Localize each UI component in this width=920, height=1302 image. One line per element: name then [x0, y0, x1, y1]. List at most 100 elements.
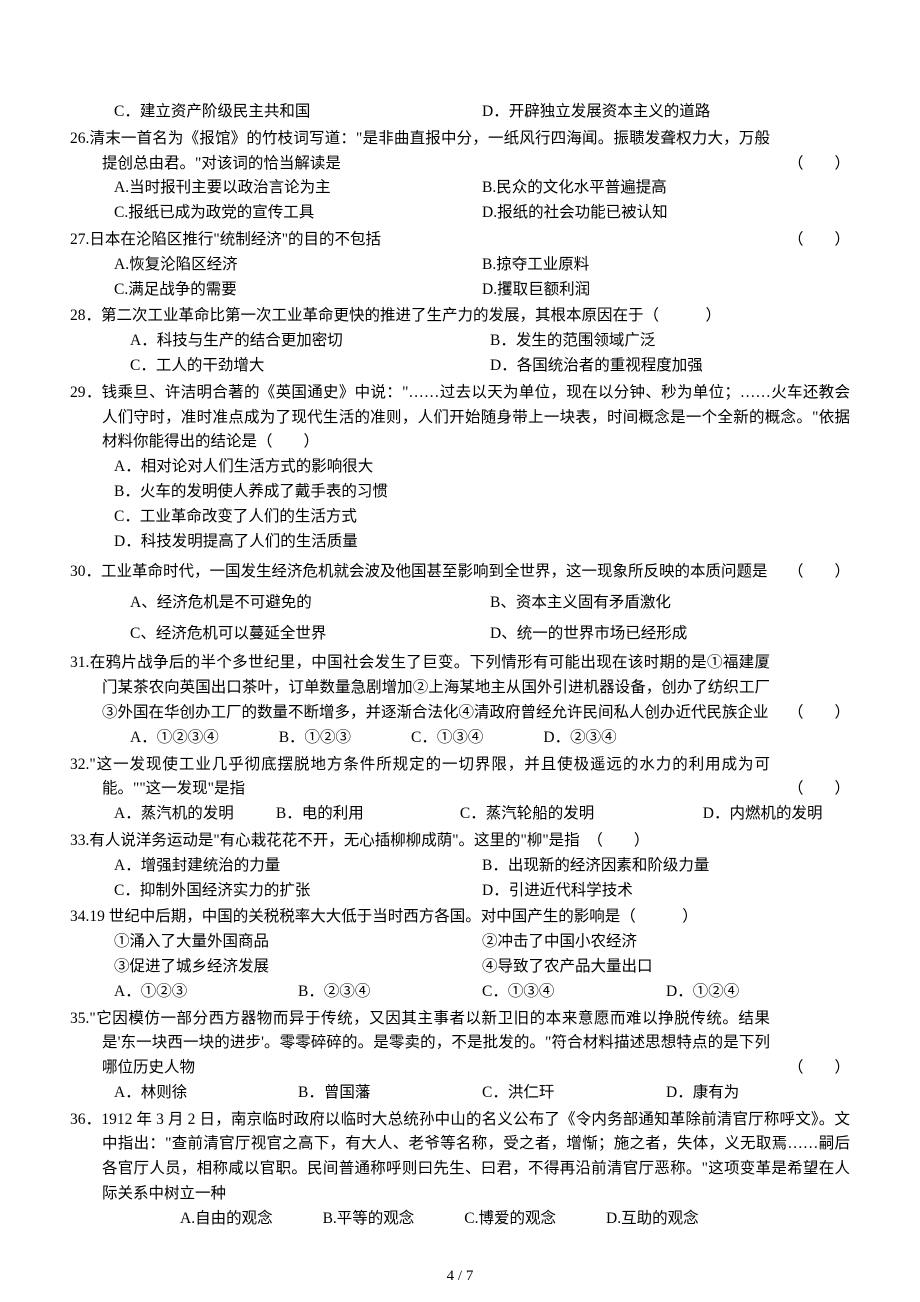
stem-text: 29．钱乘旦、许洁明合著的《英国通史》中说："……过去以天为单位，现在以分钟、秒…: [70, 384, 850, 451]
option-d: D．科技发明提高了人们的生活质量: [70, 530, 850, 555]
answer-blank: （ ）: [820, 1056, 850, 1081]
statement-2: ②冲击了中国小农经济: [482, 930, 850, 955]
question-33: 33.有人说洋务运动是"有心栽花花不开，无心插柳柳成荫"。这里的"柳"是指 （ …: [70, 829, 850, 903]
option-a: A．蒸汽机的发明: [114, 802, 276, 827]
question-34: 34.19 世纪中后期，中国的关税税率大大低于当时西方各国。对中国产生的影响是（…: [70, 905, 850, 1004]
question-28: 28．第二次工业革命比第一次工业革命更快的推进了生产力的发展，其根本原因在于（ …: [70, 304, 850, 378]
question-36: 36．1912 年 3 月 2 日，南京临时政府以临时大总统孙中山的名义公布了《…: [70, 1108, 850, 1232]
option-b: B、资本主义固有矛盾激化: [490, 587, 850, 618]
option-row: A.自由的观念 B.平等的观念 C.博爱的观念 D.互助的观念: [70, 1207, 850, 1232]
answer-blank: （ ）: [820, 701, 850, 726]
option-a: A.当时报刊主要以政治言论为主: [114, 176, 482, 201]
option-d: D．内燃机的发明: [703, 802, 850, 827]
question-stem: 29．钱乘旦、许洁明合著的《英国通史》中说："……过去以天为单位，现在以分钟、秒…: [70, 381, 850, 455]
option-d: D．开辟独立发展资本主义的道路: [482, 100, 850, 125]
stem-text: 36．1912 年 3 月 2 日，南京临时政府以临时大总统孙中山的名义公布了《…: [70, 1111, 850, 1202]
option-row: A．增强封建统治的力量 B．出现新的经济因素和阶级力量: [70, 854, 850, 879]
stem-text: 31.在鸦片战争后的半个多世纪里，中国社会发生了巨变。下列情形有可能出现在该时期…: [70, 654, 770, 721]
statement-4: ④导致了农产品大量出口: [482, 955, 850, 980]
statement-1: ①涌入了大量外国商品: [114, 930, 482, 955]
page-number: 4 / 7: [0, 1264, 920, 1288]
question-25-options: C．建立资产阶级民主共和国 D．开辟独立发展资本主义的道路: [70, 100, 850, 125]
statement-3: ③促进了城乡经济发展: [114, 955, 482, 980]
option-row: A．科技与生产的结合更加密切 B．发生的范围领域广泛: [70, 329, 850, 354]
question-stem: 36．1912 年 3 月 2 日，南京临时政府以临时大总统孙中山的名义公布了《…: [70, 1108, 850, 1207]
option-row: C.满足战争的需要 D.攫取巨额利润: [70, 278, 850, 303]
option-d: D.攫取巨额利润: [482, 278, 850, 303]
option-a: A．①②③: [114, 980, 298, 1005]
option-c: C．抑制外国经济实力的扩张: [114, 879, 482, 904]
question-stem: 33.有人说洋务运动是"有心栽花花不开，无心插柳柳成荫"。这里的"柳"是指 （ …: [70, 829, 850, 854]
option-c: C．洪仁玕: [482, 1081, 666, 1106]
option-row: C．工人的干劲增大 D．各国统治者的重视程度加强: [70, 354, 850, 379]
question-31: 31.在鸦片战争后的半个多世纪里，中国社会发生了巨变。下列情形有可能出现在该时期…: [70, 651, 850, 750]
question-stem: 26.清末一首名为《报馆》的竹枝词写道："是非曲直报中分，一纸风行四海闻。振聩发…: [70, 127, 850, 177]
stem-text: 26.清末一首名为《报馆》的竹枝词写道："是非曲直报中分，一纸风行四海闻。振聩发…: [70, 130, 770, 172]
stem-text: 33.有人说洋务运动是"有心栽花花不开，无心插柳柳成荫"。这里的"柳"是指 （ …: [70, 832, 649, 849]
option-b: B.平等的观念: [323, 1207, 415, 1232]
option-row: A.恢复沦陷区经济 B.掠夺工业原料: [70, 253, 850, 278]
question-stem: 27.日本在沦陷区推行"统制经济"的目的不包括 （ ）: [70, 228, 850, 253]
stem-text: 32."这一发现使工业几乎彻底摆脱地方条件所规定的一切界限，并且使极遥远的水力的…: [70, 756, 770, 798]
question-27: 27.日本在沦陷区推行"统制经济"的目的不包括 （ ） A.恢复沦陷区经济 B.…: [70, 228, 850, 302]
option-row: A．①②③ B．②③④ C．①③④ D．①②④: [70, 980, 850, 1005]
option-c: C.博爱的观念: [464, 1207, 556, 1232]
option-d: D．②③④: [543, 726, 616, 751]
option-b: B．发生的范围领域广泛: [490, 329, 850, 354]
option-c: C．①③④: [411, 726, 483, 751]
option-row: A．林则徐 B．曾国藩 C．洪仁玕 D．康有为: [70, 1081, 850, 1106]
option-b: B．火车的发明使人养成了戴手表的习惯: [70, 480, 850, 505]
option-row: A、经济危机是不可避免的 B、资本主义固有矛盾激化 C、经济危机可以蔓延全世界 …: [70, 587, 850, 649]
option-row: A.当时报刊主要以政治言论为主 B.民众的文化水平普遍提高: [70, 176, 850, 201]
answer-blank: （ ）: [820, 556, 850, 587]
question-35: 35."它因模仿一部分西方器物而异于传统，又因其主事者以新卫旧的本来意愿而难以挣…: [70, 1007, 850, 1106]
stem-text: 34.19 世纪中后期，中国的关税税率大大低于当时西方各国。对中国产生的影响是（…: [70, 908, 698, 925]
option-c: C.满足战争的需要: [114, 278, 482, 303]
option-a: A、经济危机是不可避免的: [130, 587, 490, 618]
option-row: A．蒸汽机的发明 B．电的利用 C．蒸汽轮船的发明 D．内燃机的发明: [70, 802, 850, 827]
question-30: 30．工业革命时代，一国发生经济危机就会波及他国甚至影响到全世界，这一现象所反映…: [70, 556, 850, 649]
option-a: A．①②③④: [130, 726, 219, 751]
question-32: 32."这一发现使工业几乎彻底摆脱地方条件所规定的一切界限，并且使极遥远的水力的…: [70, 753, 850, 827]
option-b: B.民众的文化水平普遍提高: [482, 176, 850, 201]
option-row: C．建立资产阶级民主共和国 D．开辟独立发展资本主义的道路: [70, 100, 850, 125]
question-stem: 30．工业革命时代，一国发生经济危机就会波及他国甚至影响到全世界，这一现象所反映…: [70, 556, 850, 587]
question-29: 29．钱乘旦、许洁明合著的《英国通史》中说："……过去以天为单位，现在以分钟、秒…: [70, 381, 850, 555]
option-d: D.报纸的社会功能已被认知: [482, 201, 850, 226]
option-b: B．电的利用: [276, 802, 460, 827]
question-stem: 32."这一发现使工业几乎彻底摆脱地方条件所规定的一切界限，并且使极遥远的水力的…: [70, 753, 850, 803]
stem-text: 28．第二次工业革命比第一次工业革命更快的推进了生产力的发展，其根本原因在于（ …: [70, 307, 721, 324]
option-b: B．②③④: [298, 980, 482, 1005]
option-c: C．蒸汽轮船的发明: [460, 802, 703, 827]
exam-page: C．建立资产阶级民主共和国 D．开辟独立发展资本主义的道路 26.清末一首名为《…: [0, 0, 920, 1302]
option-b: B.掠夺工业原料: [482, 253, 850, 278]
statement-row: ①涌入了大量外国商品 ②冲击了中国小农经济: [70, 930, 850, 955]
option-a: A．相对论对人们生活方式的影响很大: [70, 455, 850, 480]
option-a: A．增强封建统治的力量: [114, 854, 482, 879]
option-a: A．林则徐: [114, 1081, 298, 1106]
answer-blank: （ ）: [820, 152, 850, 177]
stem-text: 27.日本在沦陷区推行"统制经济"的目的不包括: [70, 231, 381, 248]
option-d: D．①②④: [666, 980, 850, 1005]
option-a: A．科技与生产的结合更加密切: [130, 329, 490, 354]
option-c: C．建立资产阶级民主共和国: [114, 100, 482, 125]
question-stem: 28．第二次工业革命比第一次工业革命更快的推进了生产力的发展，其根本原因在于（ …: [70, 304, 850, 329]
option-row: C．抑制外国经济实力的扩张 D．引进近代科学技术: [70, 879, 850, 904]
option-d: D.互助的观念: [606, 1207, 699, 1232]
option-d: D．康有为: [666, 1081, 850, 1106]
question-stem: 31.在鸦片战争后的半个多世纪里，中国社会发生了巨变。下列情形有可能出现在该时期…: [70, 651, 850, 725]
answer-blank: （ ）: [820, 777, 850, 802]
option-c: C、经济危机可以蔓延全世界: [130, 618, 490, 649]
stem-text: 30．工业革命时代，一国发生经济危机就会波及他国甚至影响到全世界，这一现象所反映…: [70, 563, 768, 580]
stem-text: 35."它因模仿一部分西方器物而异于传统，又因其主事者以新卫旧的本来意愿而难以挣…: [70, 1010, 770, 1077]
option-b: B．出现新的经济因素和阶级力量: [482, 854, 850, 879]
option-c: C．①③④: [482, 980, 666, 1005]
option-a: A.自由的观念: [180, 1207, 273, 1232]
option-b: B．曾国藩: [298, 1081, 482, 1106]
answer-blank: （ ）: [820, 228, 850, 253]
question-26: 26.清末一首名为《报馆》的竹枝词写道："是非曲直报中分，一纸风行四海闻。振聩发…: [70, 127, 850, 226]
option-row: C.报纸已成为政党的宣传工具 D.报纸的社会功能已被认知: [70, 201, 850, 226]
option-c: C.报纸已成为政党的宣传工具: [114, 201, 482, 226]
option-d: D．各国统治者的重视程度加强: [490, 354, 850, 379]
option-d: D、统一的世界市场已经形成: [490, 618, 850, 649]
